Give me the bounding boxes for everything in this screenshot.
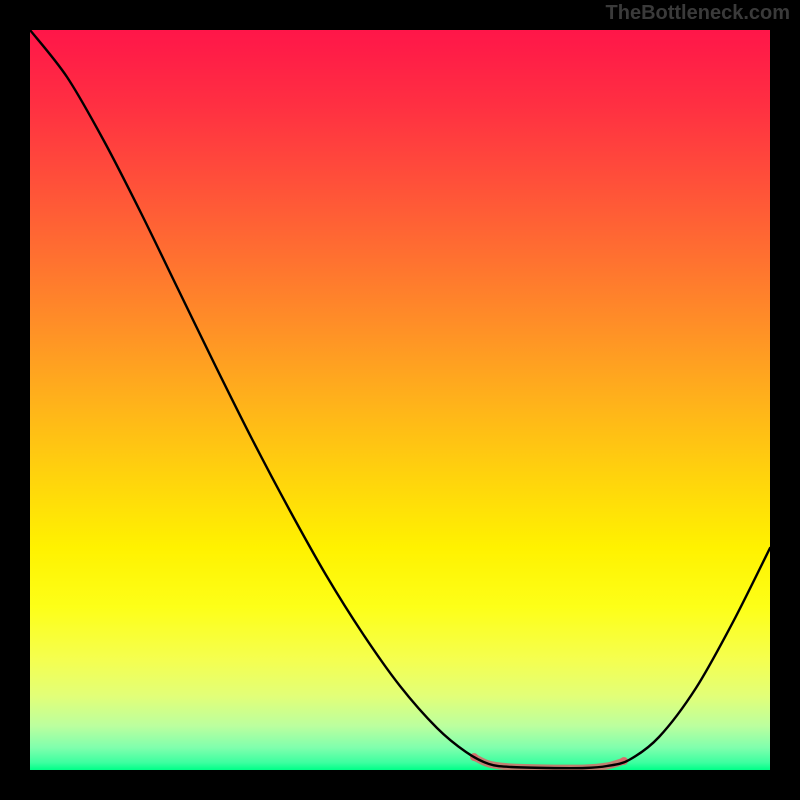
plot-area	[30, 30, 770, 770]
main-curve	[30, 30, 770, 768]
watermark-text: TheBottleneck.com	[606, 2, 790, 25]
chart-container: TheBottleneck.com	[0, 0, 800, 800]
curve-layer	[30, 30, 770, 770]
